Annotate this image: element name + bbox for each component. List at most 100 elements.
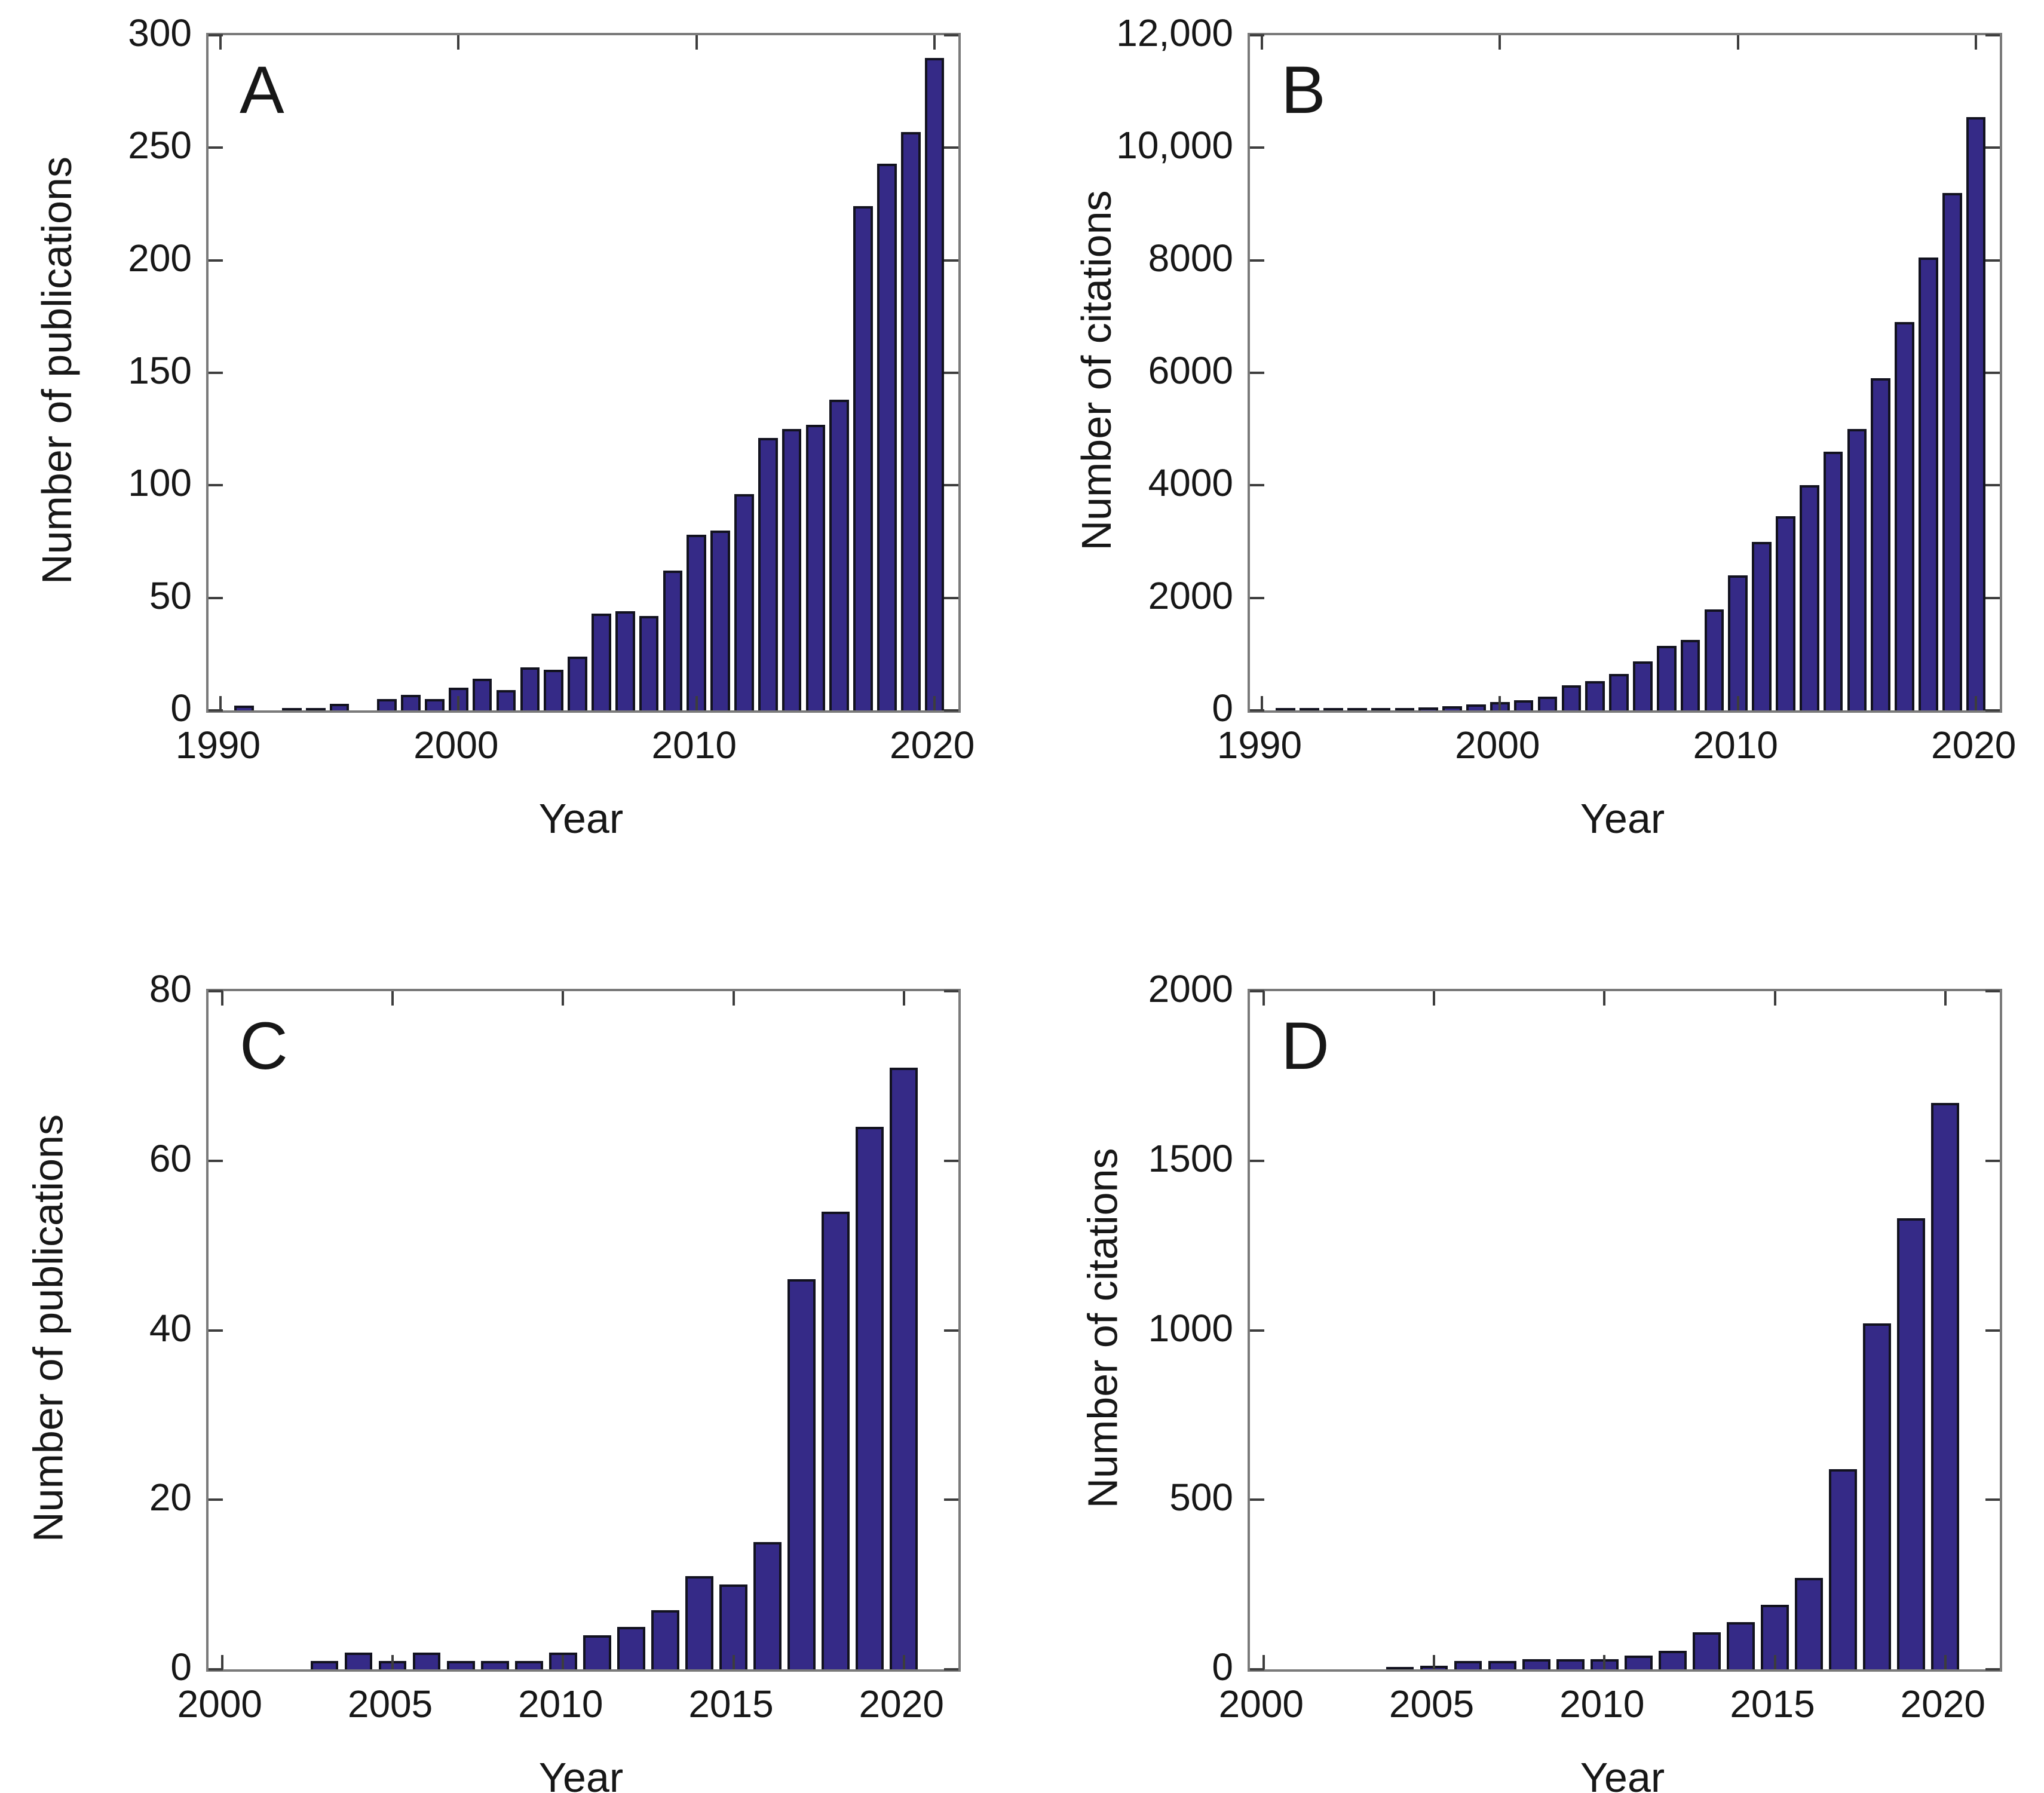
bar-A-2005	[568, 656, 587, 710]
x-axis-title-b: Year	[1580, 795, 1665, 842]
x-tick-label-B-1990: 1990	[1216, 724, 1303, 767]
y-tick-C-40-right	[944, 1329, 958, 1332]
y-tick-C-60-right	[944, 1159, 958, 1162]
bar-B-2010	[1728, 575, 1748, 710]
x-tick-D-2000-top	[1262, 991, 1265, 1006]
bar-A-2019	[900, 131, 921, 710]
y-tick-C-60-left	[209, 1159, 223, 1162]
panel-d-citations: D Number of citations Year 2000 2005 2010 2…	[1022, 896, 2044, 1793]
y-tick-A-100-right	[944, 484, 958, 487]
y-tick-label-B-10000: 10,000	[1116, 124, 1233, 167]
y-tick-B-0-left	[1250, 709, 1264, 712]
y-tick-B-8000-right	[1985, 259, 2000, 262]
x-tick-D-2020-top	[1944, 991, 1947, 1006]
bar-C-2004	[344, 1652, 373, 1669]
bar-B-2008	[1680, 640, 1700, 710]
y-tick-B-10000-left	[1250, 146, 1264, 149]
x-tick-D-2010-bottom	[1603, 1655, 1606, 1669]
x-tick-D-2015-top	[1773, 991, 1776, 1006]
y-tick-label-C-20: 20	[149, 1476, 192, 1519]
y-tick-label-A-50: 50	[149, 574, 192, 617]
x-tick-A-2020-bottom	[933, 696, 936, 710]
x-tick-label-D-2015: 2015	[1730, 1682, 1815, 1725]
y-tick-label-D-500: 500	[1169, 1476, 1233, 1519]
panel-c-publications: C Number of publications Year 2000 2005 20…	[0, 896, 1022, 1793]
bar-A-2009	[663, 571, 683, 710]
bar-D-2017	[1829, 1469, 1857, 1669]
x-tick-A-2010-bottom	[695, 696, 698, 710]
bar-C-2019	[856, 1127, 884, 1669]
bar-B-2014	[1823, 451, 1843, 710]
bar-A-2008	[639, 615, 659, 710]
bar-D-2008	[1522, 1659, 1550, 1669]
bar-C-2012	[617, 1627, 645, 1669]
y-tick-C-20-left	[209, 1498, 223, 1501]
y-tick-B-2000-left	[1250, 596, 1264, 599]
bar-B-2006	[1633, 661, 1653, 710]
y-tick-B-0-right	[1985, 709, 2000, 712]
y-tick-C-0-left	[209, 1668, 223, 1671]
y-tick-C-40-left	[209, 1329, 223, 1332]
x-tick-label-B-2000: 2000	[1455, 724, 1540, 767]
bar-B-2019	[1942, 192, 1962, 710]
bar-B-1996	[1395, 708, 1415, 710]
x-tick-label-A-2000: 2000	[413, 724, 499, 767]
bar-A-1993	[282, 708, 302, 710]
x-tick-label-D-2010: 2010	[1559, 1682, 1645, 1725]
bar-B-2004	[1585, 681, 1605, 710]
panel-b-citations: B Number of citations Year 1990 2000 2010 2…	[1022, 0, 2044, 896]
bar-B-2013	[1799, 485, 1819, 710]
y-tick-C-80-right	[944, 990, 958, 992]
bar-C-2007	[446, 1660, 475, 1669]
y-tick-label-A-150: 150	[128, 349, 192, 392]
x-tick-C-2010-bottom	[562, 1655, 565, 1669]
x-tick-label-C-2005: 2005	[347, 1682, 433, 1725]
bar-D-2018	[1863, 1323, 1891, 1669]
y-tick-label-A-300: 300	[128, 11, 192, 54]
bar-D-2020	[1931, 1103, 1960, 1669]
y-tick-label-B-0: 0	[1212, 686, 1233, 730]
y-tick-A-50-right	[944, 596, 958, 599]
y-tick-label-C-80: 80	[149, 967, 192, 1010]
bar-A-2017	[853, 206, 873, 710]
bar-A-1994	[305, 708, 326, 710]
y-tick-B-12000-left	[1250, 34, 1264, 36]
y-tick-label-D-1000: 1000	[1148, 1306, 1233, 1350]
bar-A-1995	[329, 703, 350, 710]
bar-A-2001	[472, 679, 492, 710]
y-tick-label-D-2000: 2000	[1148, 967, 1233, 1010]
plot-area-c: C	[206, 989, 961, 1672]
y-tick-A-150-left	[209, 372, 223, 374]
x-tick-B-1990-bottom	[1260, 696, 1263, 710]
bar-C-2020	[890, 1067, 918, 1669]
y-tick-C-0-right	[944, 1668, 958, 1671]
x-tick-B-2000-bottom	[1498, 696, 1501, 710]
panel-letter-c: C	[240, 1009, 288, 1083]
bar-C-2006	[412, 1652, 441, 1669]
y-tick-C-80-left	[209, 990, 223, 992]
x-tick-D-2005-bottom	[1433, 1655, 1436, 1669]
y-tick-A-200-left	[209, 259, 223, 262]
y-tick-label-D-1500: 1500	[1148, 1136, 1233, 1180]
y-tick-B-12000-right	[1985, 34, 2000, 36]
bar-B-1995	[1371, 708, 1391, 710]
y-tick-label-C-60: 60	[149, 1136, 192, 1180]
x-tick-C-2005-bottom	[391, 1655, 394, 1669]
bar-B-1993	[1323, 708, 1343, 710]
x-tick-C-2005-top	[391, 991, 394, 1006]
y-tick-D-1000-right	[1985, 1329, 2000, 1332]
bar-C-2009	[514, 1660, 543, 1669]
y-tick-label-B-8000: 8000	[1148, 236, 1233, 280]
y-tick-label-A-250: 250	[128, 124, 192, 167]
bar-B-2003	[1561, 685, 1582, 710]
x-tick-B-2010-top	[1736, 35, 1739, 50]
bar-B-1997	[1418, 707, 1439, 710]
x-tick-C-2000-top	[220, 991, 223, 1006]
x-tick-B-1990-top	[1260, 35, 1263, 50]
x-tick-D-2015-bottom	[1773, 1655, 1776, 1669]
y-tick-D-1500-right	[1985, 1159, 2000, 1162]
y-tick-B-4000-left	[1250, 484, 1264, 487]
y-tick-A-250-left	[209, 146, 223, 149]
bar-A-2013	[758, 438, 778, 710]
bar-A-2011	[710, 530, 730, 710]
